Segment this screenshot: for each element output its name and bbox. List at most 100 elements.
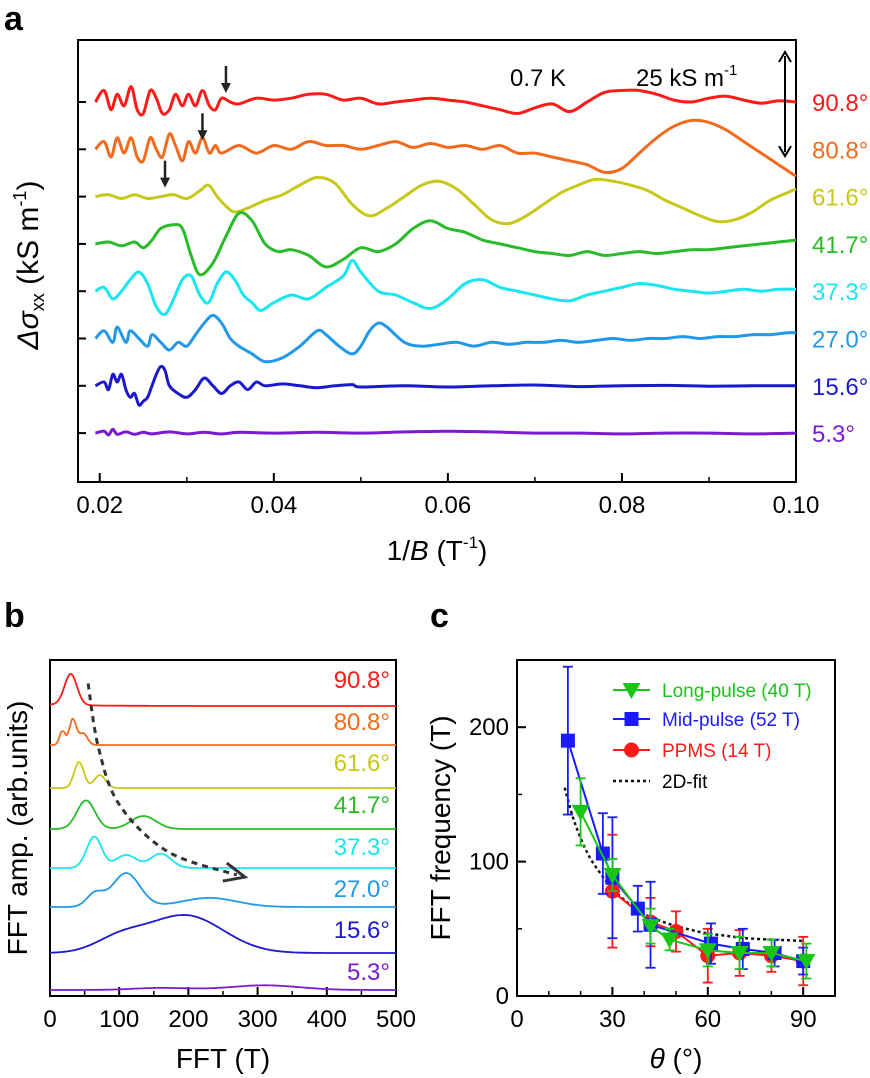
panel-a-trace-line — [95, 427, 797, 437]
panel-a-x-tick-label: 0.08 — [599, 492, 646, 519]
panel-c-legend-label: 2D-fit — [662, 772, 708, 793]
panel-a-trace-line — [94, 118, 797, 178]
panel-c-circle-marker — [624, 742, 639, 758]
panel-a-trace-label: 90.8° — [812, 90, 868, 117]
panel-b-trace-label: 80.8° — [334, 709, 390, 736]
panel-c-x-tick-label: 0 — [510, 1006, 523, 1033]
panel-c-legend: Long-pulse (40 T) Mid-pulse (52 T) PPMS (1… — [613, 681, 812, 793]
panel-a-x-tick-label: 0.04 — [250, 492, 297, 519]
panel-b-trace-label: 61.6° — [334, 750, 390, 777]
panel-a-traces — [94, 85, 797, 437]
panel-c-legend-label: Mid-pulse (52 T) — [662, 710, 800, 731]
panel-c-triangle-marker — [571, 804, 590, 821]
panel-b-chart: 0 100 200 300 400 500 90.8° 80.8° 61.6° 41.7° 37.… — [2, 659, 416, 1074]
panel-b-trend-arrow-line — [86, 683, 238, 877]
panel-c-triangle-marker — [660, 932, 679, 949]
panel-c-triangle-marker — [622, 683, 641, 699]
panel-b-trace-label: 27.0° — [334, 876, 390, 903]
panel-b-trace-label: 15.6° — [334, 917, 390, 944]
panel-a-scale-bar-head-bottom — [778, 145, 792, 159]
panel-b-spectrum-line — [50, 835, 396, 869]
panel-c-y-tick-label: 200 — [469, 714, 509, 741]
panel-c-x-axis-label: θ (°) — [650, 1043, 703, 1074]
panel-c-y-tick-label: 100 — [469, 849, 509, 876]
panel-b-x-tick-label: 100 — [99, 1006, 139, 1033]
panel-a-trace-label: 41.7° — [812, 232, 868, 259]
panel-c-triangle-marker — [730, 945, 749, 962]
panel-a-arrows — [160, 66, 231, 188]
panel-a-x-tick-label: 0.02 — [76, 492, 123, 519]
panel-b-spectrum-line — [49, 913, 396, 954]
panel-a-marker-arrowhead — [197, 130, 208, 141]
panel-a-trace-line — [95, 175, 797, 226]
panel-c-square-marker — [560, 733, 575, 748]
panel-c-series-group — [571, 777, 816, 980]
panel-a-marker-arrowhead — [160, 177, 171, 188]
panel-a-temperature-annotation: 0.7 K — [510, 65, 566, 92]
panel-c-triangle-marker — [641, 919, 660, 936]
panel-a-trace-label: 80.8° — [812, 137, 868, 164]
panel-a-frame — [77, 39, 797, 483]
panel-b-x-tick-label: 200 — [168, 1006, 208, 1033]
panel-a-scale-bar-label: 25 kS m-1 — [636, 62, 737, 92]
panel-a-marker-arrowhead — [220, 83, 231, 93]
panel-c-series — [560, 665, 816, 987]
panel-a-trace-line — [94, 258, 797, 317]
panel-b-spectrum-line — [50, 799, 396, 830]
panel-a-chart: 0.02 0.04 0.06 0.08 0.10 90.8° 80.8° 61.6° 41.7… — [10, 39, 868, 566]
panel-b-trend-arrowhead — [222, 861, 249, 883]
panel-b-trace-label: 37.3° — [334, 834, 390, 861]
panel-a-trace-line — [94, 364, 797, 407]
panel-a-x-tick-label: 0.06 — [425, 492, 472, 519]
panel-a-x-axis-label: 1/B (T-1) — [387, 533, 488, 566]
panel-b-x-tick-label: 300 — [238, 1006, 278, 1033]
panel-c-x-tick-label: 90 — [790, 1006, 817, 1033]
panel-a-trace-label: 27.0° — [812, 327, 868, 354]
panel-b-traces — [49, 673, 396, 991]
panel-c-y-tick-label: 0 — [496, 983, 509, 1010]
panel-b-trace-label: 5.3° — [347, 959, 390, 986]
panel-b-x-tick-label: 500 — [376, 1006, 416, 1033]
panel-c-y-axis-label: FFT frequency (T) — [425, 715, 456, 940]
panel-b-spectrum-line — [49, 872, 396, 908]
panel-b-x-tick-label: 400 — [307, 1006, 347, 1033]
panel-c-triangle-marker — [797, 954, 816, 971]
panel-c-series-line — [579, 811, 807, 963]
panel-c-x-tick-label: 60 — [694, 1006, 721, 1033]
panel-b-spectrum-line — [49, 673, 396, 707]
panel-a-trace-line — [95, 211, 797, 277]
panel-b-trace-labels: 90.8° 80.8° 61.6° 41.7° 37.3° 27.0° 15.6° 5.3° — [334, 667, 390, 986]
panel-a-trace-labels: 90.8° 80.8° 61.6° 41.7° 37.3° 27.0° 15.6° 5.3° — [812, 90, 868, 448]
panel-c-triangle-marker — [698, 943, 717, 960]
panel-c-triangle-marker — [762, 945, 781, 962]
panel-a-scale-bar-head-top — [778, 50, 792, 63]
panel-c-triangle-marker — [603, 868, 622, 885]
panel-b-y-axis-label: FFT amp. (arb.units) — [2, 701, 33, 956]
panel-a-y-axis-label: Δσxx (kS m-1) — [10, 181, 48, 351]
panel-b-trace-label: 90.8° — [334, 667, 390, 694]
panel-a-trace-line — [94, 313, 797, 364]
panel-a-scale-bar-icon — [778, 50, 792, 159]
panel-a-letter: a — [4, 0, 24, 38]
panel-b-spectrum-line — [50, 984, 396, 991]
panel-a-x-tick-label: 0.10 — [773, 492, 820, 519]
panel-b-x-tick-label: 0 — [43, 1006, 56, 1033]
panel-a-axis-ticks: 0.02 0.04 0.06 0.08 0.10 — [76, 101, 820, 519]
panel-a-trace-label: 15.6° — [812, 374, 868, 401]
panel-b-axis-ticks: 0 100 200 300 400 500 — [43, 987, 416, 1033]
panel-a-trace-label: 61.6° — [812, 185, 868, 212]
panel-b-letter: b — [4, 597, 25, 635]
panel-a-trace-label: 37.3° — [812, 279, 868, 306]
panel-b-trace-label: 41.7° — [334, 792, 390, 819]
panel-c-axis-ticks: 0 30 60 90 0 100 200 — [469, 714, 817, 1033]
panel-c-chart: 0 30 60 90 0 100 200 Long-pulse (40 T) Mid-puls… — [425, 659, 836, 1074]
panel-c-2d-fit-line — [563, 787, 804, 943]
panel-a-trace-label: 5.3° — [812, 421, 855, 448]
panel-b-trend-arrow-icon — [86, 683, 249, 883]
panel-a-trace-line — [94, 85, 797, 117]
panel-c-legend-label: PPMS (14 T) — [662, 741, 771, 762]
panel-c-letter: c — [430, 597, 449, 635]
panel-b-x-axis-label: FFT (T) — [176, 1043, 270, 1074]
panel-c-fit-curve — [563, 787, 804, 943]
